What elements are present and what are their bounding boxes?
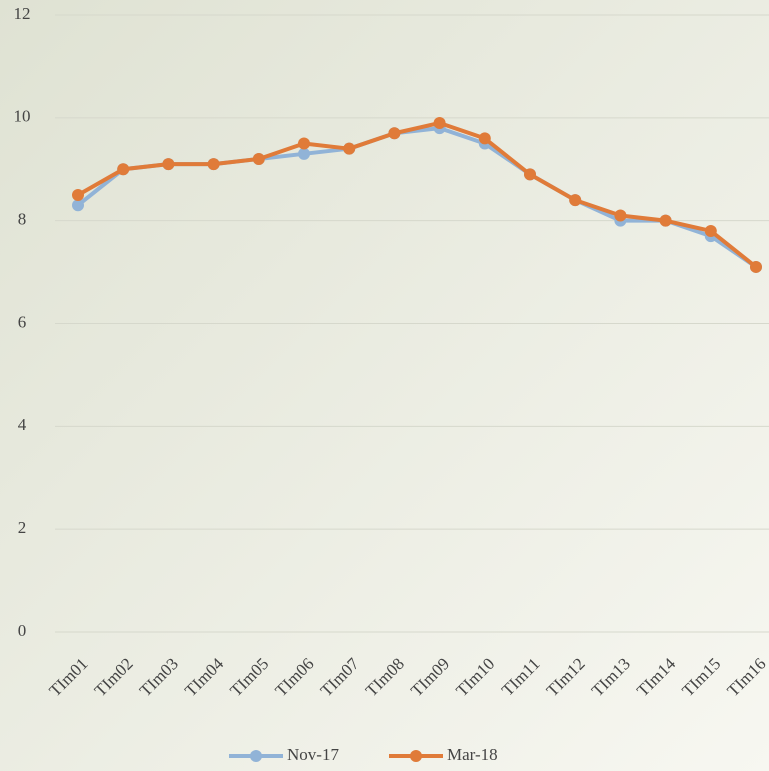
y-tick-label: 0 (18, 621, 27, 640)
point (659, 214, 672, 227)
legend-marker (250, 750, 262, 762)
point (343, 142, 356, 155)
point (162, 158, 175, 171)
y-tick-label: 8 (18, 210, 27, 229)
y-tick-label: 10 (14, 107, 31, 126)
point (117, 163, 130, 176)
series-line (77, 120, 758, 269)
point (569, 194, 582, 207)
point (433, 116, 446, 129)
legend-label: Mar-18 (447, 745, 498, 764)
point (524, 168, 536, 181)
y-tick-label: 4 (18, 415, 27, 434)
y-tick-label: 6 (18, 312, 27, 331)
point (298, 137, 310, 150)
legend-label: Nov-17 (287, 745, 339, 764)
y-tick-label: 12 (14, 4, 31, 23)
y-tick-label: 2 (18, 518, 27, 537)
point (750, 260, 762, 273)
point (207, 158, 220, 171)
point (478, 132, 491, 145)
point (388, 127, 401, 140)
point (252, 152, 265, 165)
point (704, 224, 717, 237)
point (72, 199, 84, 212)
point (614, 209, 627, 222)
point (298, 147, 310, 160)
legend-marker (410, 750, 422, 762)
point (72, 188, 84, 201)
